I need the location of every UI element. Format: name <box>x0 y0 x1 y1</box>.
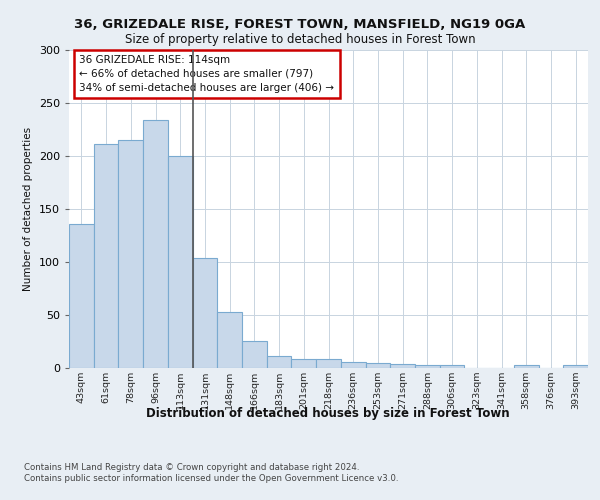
Y-axis label: Number of detached properties: Number of detached properties <box>23 126 33 291</box>
Text: Distribution of detached houses by size in Forest Town: Distribution of detached houses by size … <box>146 408 510 420</box>
Bar <box>193 258 217 368</box>
Text: Contains HM Land Registry data © Crown copyright and database right 2024.: Contains HM Land Registry data © Crown c… <box>24 462 359 471</box>
Bar <box>316 359 341 368</box>
Bar <box>563 366 588 368</box>
Bar <box>514 366 539 368</box>
Text: Size of property relative to detached houses in Forest Town: Size of property relative to detached ho… <box>125 32 475 46</box>
Text: 36, GRIZEDALE RISE, FOREST TOWN, MANSFIELD, NG19 0GA: 36, GRIZEDALE RISE, FOREST TOWN, MANSFIE… <box>74 18 526 30</box>
Bar <box>217 312 242 368</box>
Text: Contains public sector information licensed under the Open Government Licence v3: Contains public sector information licen… <box>24 474 398 483</box>
Bar <box>267 356 292 368</box>
Bar <box>143 120 168 368</box>
Bar <box>118 140 143 368</box>
Bar <box>94 144 118 368</box>
Bar <box>440 366 464 368</box>
Bar <box>69 224 94 368</box>
Text: 36 GRIZEDALE RISE: 114sqm
← 66% of detached houses are smaller (797)
34% of semi: 36 GRIZEDALE RISE: 114sqm ← 66% of detac… <box>79 55 334 93</box>
Bar <box>365 364 390 368</box>
Bar <box>168 156 193 368</box>
Bar <box>415 366 440 368</box>
Bar <box>341 362 365 368</box>
Bar <box>390 364 415 368</box>
Bar <box>242 341 267 367</box>
Bar <box>292 359 316 368</box>
